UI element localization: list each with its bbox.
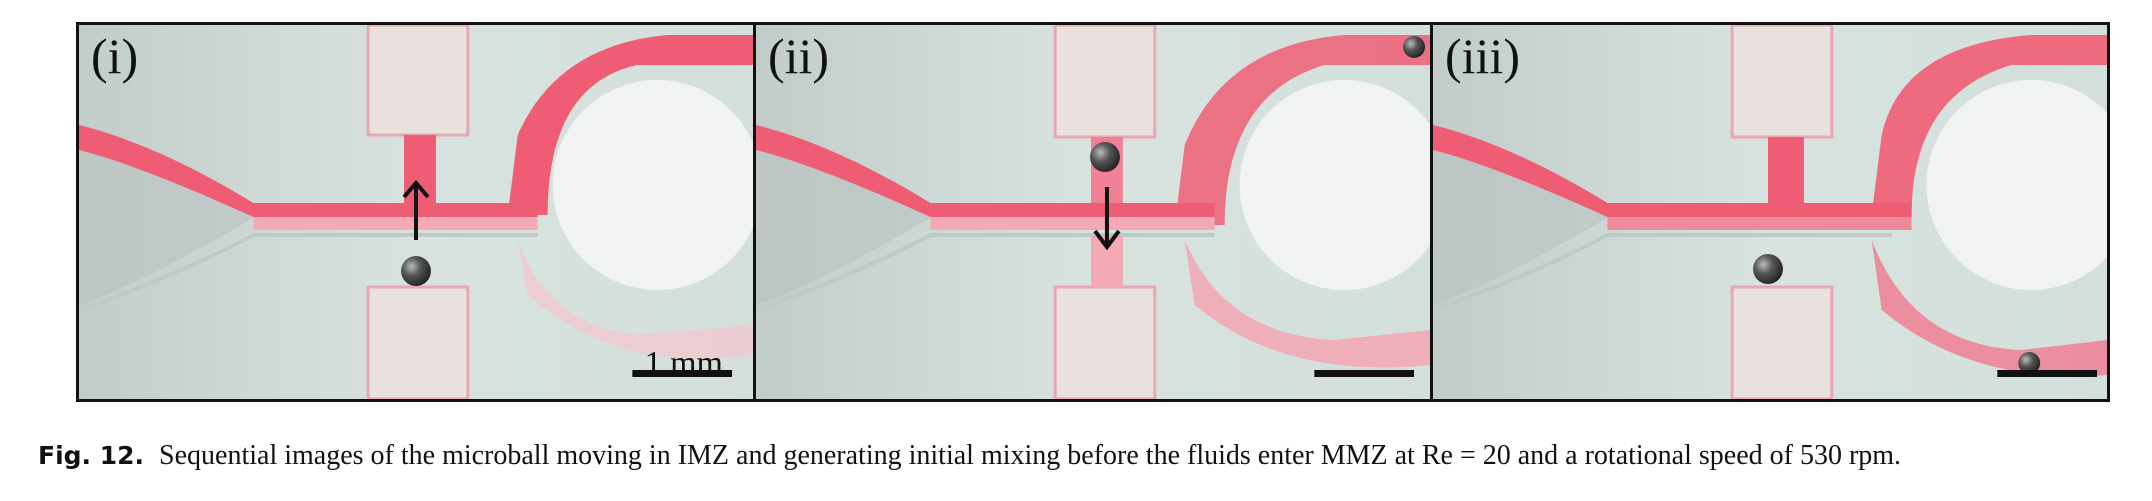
panel-label: (i) [91, 28, 139, 84]
panel-label: (ii) [768, 28, 830, 84]
microscope-image-ii [756, 25, 1430, 399]
scale-bar-label: 1 mm [644, 345, 723, 382]
caption-text: Sequential images of the microball movin… [159, 440, 1902, 471]
panel-ii: (ii) [753, 25, 1430, 399]
figure: (i) 1 mm (ii) [76, 22, 2110, 402]
figure-caption: Fig. 12. Sequential images of the microb… [38, 440, 2138, 472]
panel-i: (i) 1 mm [79, 25, 753, 399]
panel-iii: (iii) [1430, 25, 2107, 399]
microscope-image-iii [1433, 25, 2107, 399]
panel-label: (iii) [1445, 28, 1520, 84]
microscope-image-i [79, 25, 753, 399]
figure-number: Fig. 12. [38, 441, 145, 470]
